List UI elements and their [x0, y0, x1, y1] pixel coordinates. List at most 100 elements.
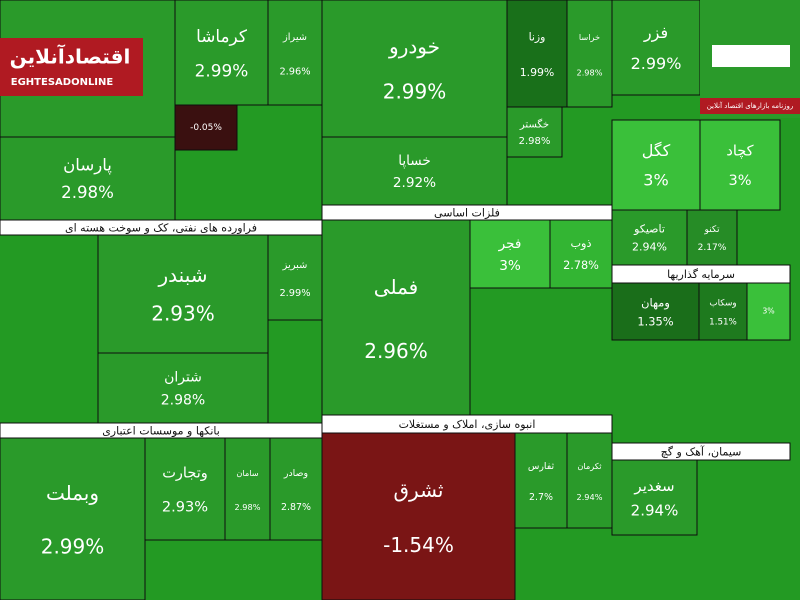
tile-name: تکنو [704, 225, 720, 235]
tile [321, 432, 516, 600]
logo-mark [712, 45, 790, 67]
logo-left: اقتصادآنلاین EGHTESADONLINE [0, 38, 143, 96]
tile [506, 0, 568, 108]
tile [224, 437, 271, 541]
tile [566, 432, 613, 529]
tile-value: 2.99% [41, 535, 105, 559]
tile-value: -1.54% [383, 533, 454, 557]
tile-value: 1.51% [709, 317, 737, 327]
tile-value: 2.98% [61, 183, 114, 202]
tile-value: 2.78% [563, 259, 599, 272]
logo-title: اقتصادآنلاین [10, 44, 131, 69]
tile-name: وبملت [46, 481, 99, 505]
tile-value: 2.17% [698, 243, 727, 253]
tile [174, 0, 269, 106]
tile [321, 0, 508, 138]
sector-name: بانکها و موسسات اعتباری [102, 425, 220, 438]
tile-value: 2.87% [281, 502, 311, 513]
tile [698, 282, 748, 341]
tile [611, 0, 701, 96]
tile-value: 2.92% [393, 175, 436, 191]
tile [549, 219, 613, 289]
tile [566, 0, 613, 108]
tile [267, 234, 323, 321]
tile-value: 2.99% [195, 60, 249, 80]
tile-value: 2.98% [519, 136, 551, 147]
tile [611, 282, 700, 341]
tile-value: 2.93% [151, 302, 215, 326]
tile-name: شبریز [282, 260, 308, 271]
tile-name: فجر [498, 236, 522, 252]
tile-name: تاصیکو [633, 222, 665, 235]
tile-name: ذوب [570, 237, 591, 251]
tile-name: شبندر [158, 263, 208, 287]
tile [97, 234, 269, 354]
tile [746, 282, 791, 341]
sector-bars: فراورده های نفتی، کک و سوخت هسته ای فلزات… [0, 204, 791, 461]
logo-tagline: روزنامه بازارهای اقتصاد آنلاین [707, 101, 794, 110]
tile-value: 3% [762, 307, 774, 316]
tile [686, 209, 738, 266]
tile-name: خودرو [388, 34, 440, 58]
tile-name: وتجارت [162, 466, 208, 482]
tile-value: 3% [643, 171, 668, 190]
tile-name: شیراز [282, 32, 307, 43]
tile-value: 1.35% [637, 314, 673, 328]
tile-name: وسکاب [709, 298, 736, 308]
tile-value: 2.99% [279, 288, 310, 299]
tile-value: 3% [728, 173, 751, 189]
tile-value: -0.05% [190, 123, 222, 133]
tile [174, 104, 238, 151]
tile-name: خگستر [519, 119, 549, 131]
tile-name: ومهان [641, 295, 670, 310]
tile-value: 3% [499, 258, 521, 274]
sector-name: سرمایه گذاریها [667, 268, 735, 281]
sector-bar [0, 219, 323, 236]
tile [514, 432, 568, 529]
tile-value: 2.7% [529, 492, 553, 503]
sector-name: انبوه سازی، املاک و مستغلات [399, 418, 536, 431]
tile-value: 2.99% [383, 80, 447, 104]
tile [699, 119, 781, 211]
tile [97, 352, 269, 424]
tile-value: 2.94% [577, 492, 603, 502]
tile [469, 219, 551, 289]
tile [144, 437, 226, 541]
sector-name: سیمان، آهک و گچ [661, 445, 742, 459]
tile [611, 459, 698, 536]
tile-name: ثکرمان [577, 461, 601, 471]
tile-value: 2.96% [364, 339, 428, 363]
sector-bar [321, 414, 613, 434]
sector-name: فلزات اساسی [434, 207, 500, 220]
tile-value: 2.99% [631, 54, 682, 73]
tile-name: ثشرق [394, 478, 444, 502]
tile-name: خراسا [579, 32, 600, 42]
tile-value: 2.98% [235, 502, 261, 512]
sector-name: فراورده های نفتی، کک و سوخت هسته ای [65, 222, 257, 235]
sector-bar [611, 442, 791, 461]
logo-right: روزنامه بازارهای اقتصاد آنلاین [700, 0, 800, 118]
tile-name: کگل [642, 141, 671, 160]
tile [321, 136, 508, 206]
tile [0, 437, 146, 600]
tile-name: ثفارس [528, 461, 555, 472]
tile-name: کرماشا [196, 26, 248, 46]
tile [0, 136, 176, 221]
tile-name: خساپا [398, 153, 431, 169]
sector-bar [611, 264, 791, 284]
tile-value: 2.98% [161, 393, 205, 409]
tile [611, 119, 701, 211]
tile [267, 0, 323, 106]
tile-name: سغدیر [633, 477, 674, 495]
tile-name: وصادر [283, 468, 308, 479]
tile-name: شتران [164, 370, 202, 386]
tile-name: فملی [374, 275, 418, 299]
tile-name: کچاد [726, 144, 753, 160]
tile-value: 2.94% [632, 240, 667, 253]
tile-name: وزنا [529, 30, 546, 43]
logo-band [700, 98, 800, 114]
tile [611, 209, 688, 266]
